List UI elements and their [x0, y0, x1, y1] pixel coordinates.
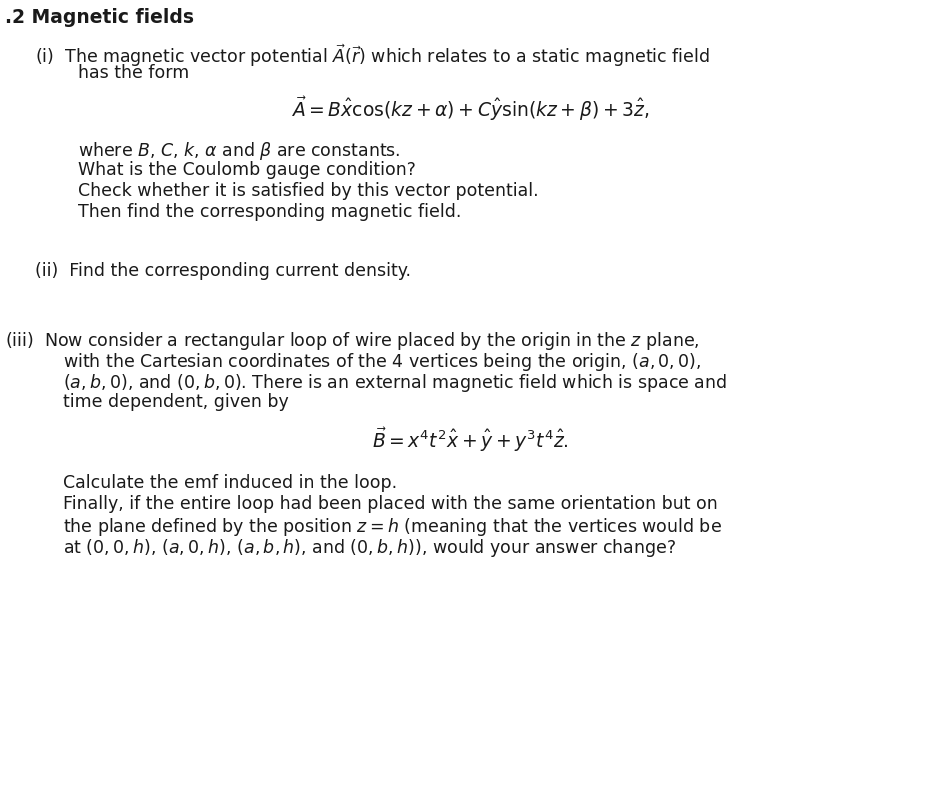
Text: .2 Magnetic fields: .2 Magnetic fields — [5, 8, 194, 27]
Text: What is the Coulomb gauge condition?: What is the Coulomb gauge condition? — [78, 161, 416, 179]
Text: time dependent, given by: time dependent, given by — [63, 393, 289, 411]
Text: $(a, b, 0)$, and $(0, b, 0)$. There is an external magnetic field which is space: $(a, b, 0)$, and $(0, b, 0)$. There is a… — [63, 372, 727, 394]
Text: Calculate the emf induced in the loop.: Calculate the emf induced in the loop. — [63, 474, 397, 492]
Text: at $(0,0,h)$, $(a,0,h)$, $(a,b,h)$, and $(0,b,h)$), would your answer change?: at $(0,0,h)$, $(a,0,h)$, $(a,b,h)$, and … — [63, 537, 676, 559]
Text: (ii)  Find the corresponding current density.: (ii) Find the corresponding current dens… — [35, 262, 411, 280]
Text: Check whether it is satisfied by this vector potential.: Check whether it is satisfied by this ve… — [78, 182, 539, 200]
Text: where $B$, $C$, $k$, $\alpha$ and $\beta$ are constants.: where $B$, $C$, $k$, $\alpha$ and $\beta… — [78, 140, 401, 162]
Text: Finally, if the entire loop had been placed with the same orientation but on: Finally, if the entire loop had been pla… — [63, 495, 717, 513]
Text: (i)  The magnetic vector potential $\vec{A}(\vec{r})$ which relates to a static : (i) The magnetic vector potential $\vec{… — [35, 42, 710, 69]
Text: $\vec{B} = x^4t^2\hat{x} + \hat{y} + y^3t^4\hat{z}.$: $\vec{B} = x^4t^2\hat{x} + \hat{y} + y^3… — [372, 426, 568, 454]
Text: the plane defined by the position $z = h$ (meaning that the vertices would be: the plane defined by the position $z = h… — [63, 516, 722, 538]
Text: (iii)  Now consider a rectangular loop of wire placed by the origin in the $z$ p: (iii) Now consider a rectangular loop of… — [5, 330, 700, 352]
Text: has the form: has the form — [78, 64, 190, 82]
Text: Then find the corresponding magnetic field.: Then find the corresponding magnetic fie… — [78, 203, 461, 221]
Text: with the Cartesian coordinates of the 4 vertices being the origin, $(a, 0, 0)$,: with the Cartesian coordinates of the 4 … — [63, 351, 701, 373]
Text: $\vec{A} = B\hat{x}\cos(kz + \alpha) + C\hat{y}\sin(kz + \beta) + 3\hat{z},$: $\vec{A} = B\hat{x}\cos(kz + \alpha) + C… — [291, 95, 649, 123]
